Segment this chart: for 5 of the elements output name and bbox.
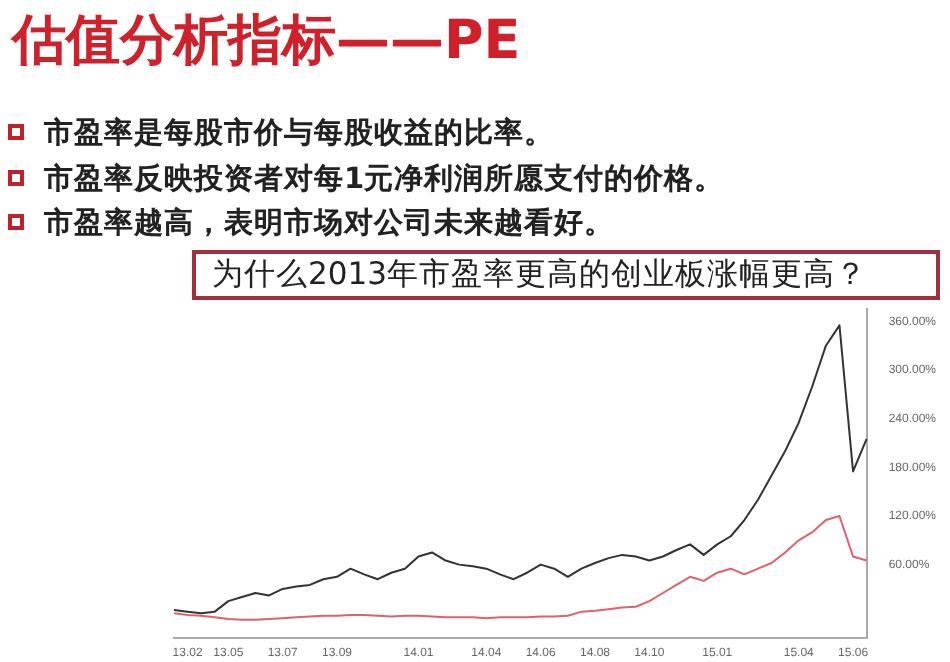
text: 市盈率是每股市价与每股收益的比率。 xyxy=(44,114,554,152)
text: 市盈率越高，表明市场对公司未来越看好。 xyxy=(44,204,614,242)
text: 为什么2013年市盈率更高的创业板涨幅更高？ xyxy=(192,250,940,300)
text: 市盈率反映投资者对每1元净利润所愿支付的价格。 xyxy=(44,160,725,198)
chart-title: 估值分析指标——PE xyxy=(12,8,521,76)
